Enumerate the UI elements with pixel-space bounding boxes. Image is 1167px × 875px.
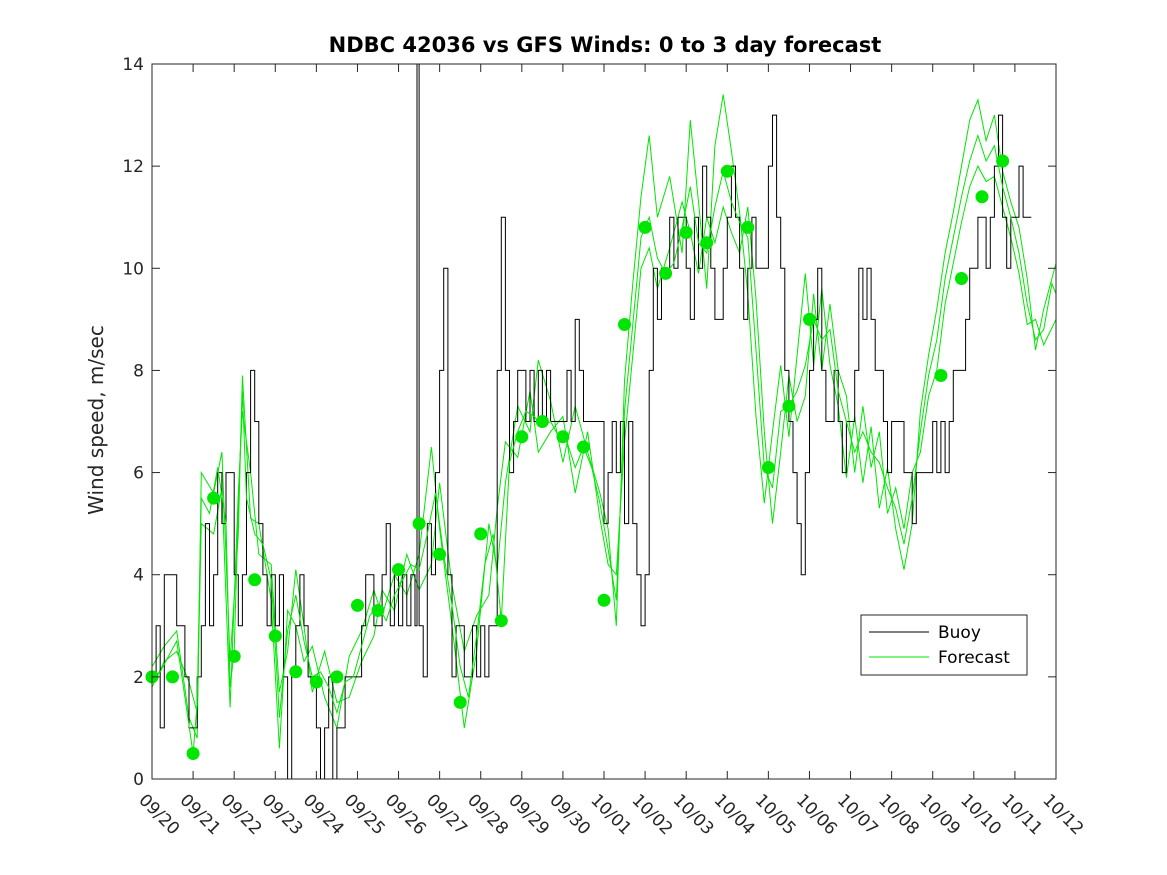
x-tick-label: 09/29 <box>504 790 553 839</box>
forecast-point <box>166 670 179 684</box>
x-tick-label: 09/25 <box>340 790 389 839</box>
forecast-point <box>996 154 1010 168</box>
y-axis-ticks: 0 2 4 6 8 10 12 14 <box>122 55 1056 790</box>
forecast-point <box>412 517 426 531</box>
forecast-point <box>515 430 529 444</box>
forecast-point <box>782 399 796 413</box>
forecast-point <box>535 415 549 428</box>
x-tick-label: 10/05 <box>751 790 800 839</box>
x-tick-label: 09/26 <box>381 790 430 839</box>
forecast-point <box>268 629 282 643</box>
legend-label-forecast: Forecast <box>938 648 1010 668</box>
x-tick-label: 09/23 <box>258 790 307 839</box>
forecast-point <box>618 318 631 331</box>
x-tick-label: 10/02 <box>628 790 677 839</box>
forecast-point <box>330 670 344 684</box>
x-tick-label: 09/21 <box>176 790 225 839</box>
x-tick-label: 09/22 <box>217 790 266 839</box>
forecast-point <box>351 598 364 612</box>
forecast-point <box>289 665 303 679</box>
x-tick-label: 09/27 <box>422 790 471 839</box>
legend-label-buoy: Buoy <box>938 623 981 643</box>
y-tick-label: 14 <box>122 55 144 75</box>
y-axis-label: Wind speed, m/sec <box>84 325 108 515</box>
series-line-forecast <box>152 133 1056 754</box>
x-tick-label: 10/11 <box>997 790 1046 839</box>
forecast-point <box>227 649 241 663</box>
series-layer <box>152 64 1056 779</box>
forecast-variant-line <box>152 164 1056 713</box>
forecast-point <box>803 312 816 326</box>
x-tick-label: 10/07 <box>833 790 882 839</box>
chart-title: NDBC 42036 vs GFS Winds: 0 to 3 day fore… <box>329 33 882 57</box>
forecast-point <box>371 604 385 617</box>
x-tick-label: 09/28 <box>463 790 512 839</box>
x-tick-label: 10/03 <box>669 790 718 839</box>
forecast-point <box>433 547 447 561</box>
forecast-point <box>474 527 488 541</box>
x-tick-label: 09/30 <box>545 790 594 839</box>
forecast-point <box>720 164 734 178</box>
y-tick-label: 4 <box>133 566 144 586</box>
forecast-point <box>934 369 948 382</box>
x-tick-label: 10/01 <box>586 790 635 839</box>
forecast-point <box>248 573 262 587</box>
x-tick-label: 10/04 <box>710 790 759 839</box>
y-tick-label: 12 <box>122 157 144 177</box>
forecast-point <box>975 190 989 204</box>
y-tick-label: 8 <box>133 361 144 381</box>
forecast-point <box>597 593 611 607</box>
forecast-point <box>955 272 968 285</box>
forecast-point <box>679 226 693 239</box>
forecast-variant-line <box>152 94 1056 749</box>
x-tick-label: 10/06 <box>792 790 841 839</box>
forecast-point <box>309 675 323 689</box>
y-tick-label: 10 <box>122 259 144 279</box>
x-tick-label: 09/20 <box>134 790 183 839</box>
y-tick-label: 6 <box>133 464 144 484</box>
forecast-point <box>638 220 652 234</box>
forecast-point <box>659 266 673 280</box>
forecast-point <box>207 491 221 505</box>
y-tick-label: 0 <box>133 770 144 790</box>
x-tick-label: 10/10 <box>956 790 1005 839</box>
y-tick-label: 2 <box>133 668 144 688</box>
forecast-point <box>741 220 755 234</box>
legend-box <box>860 614 1028 676</box>
x-tick-label: 10/09 <box>915 790 964 839</box>
forecast-point <box>494 614 508 628</box>
x-tick-label: 09/24 <box>299 790 348 839</box>
forecast-markers <box>145 154 1010 760</box>
forecast-point <box>700 236 714 250</box>
forecast-point <box>556 430 570 444</box>
series-line-buoy <box>152 64 1032 779</box>
forecast-point <box>186 747 200 760</box>
x-tick-label: 10/08 <box>874 790 923 839</box>
forecast-point <box>577 440 590 454</box>
forecast-point <box>392 563 405 577</box>
forecast-point <box>761 461 775 474</box>
forecast-point <box>453 695 467 709</box>
x-tick-label: 10/12 <box>1038 790 1087 839</box>
legend: Buoy Forecast <box>860 614 1028 676</box>
x-axis-ticks: 09/2009/2109/2209/2309/2409/2509/2609/27… <box>134 64 1087 839</box>
